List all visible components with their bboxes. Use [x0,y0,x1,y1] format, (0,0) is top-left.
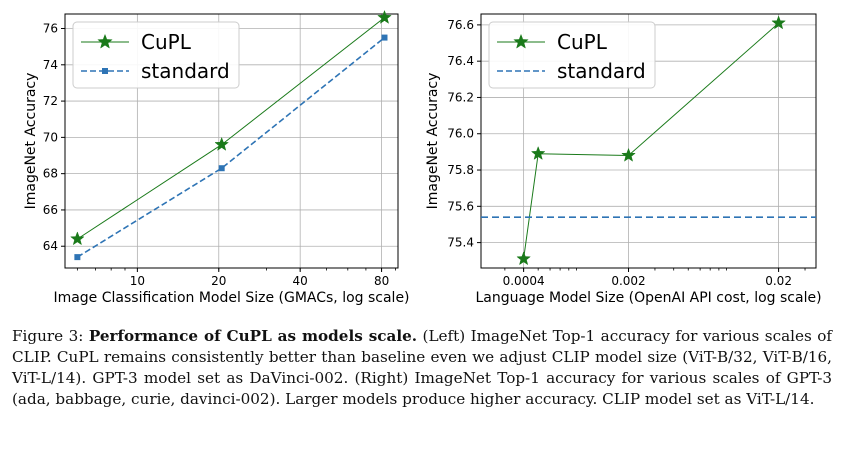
y-tick-label: 76.0 [447,127,474,141]
x-tick-label: 80 [374,274,389,288]
legend-box [488,21,656,89]
y-tick-label: 74 [43,58,58,72]
y-tick-label: 76.4 [447,54,474,68]
data-point-CuPL [377,9,392,24]
data-point-standard [381,34,388,41]
legend: CuPL standard [488,21,656,89]
x-axis-label: Image Classification Model Size (GMACs, … [53,290,409,306]
left-chart: 10 20 40 80 64 66 68 70 72 74 76 Image Classificati… [23,9,410,306]
y-axis-label: ImageNet Accuracy [425,73,441,210]
data-point-CuPL [771,15,786,30]
data-point-standard [74,254,81,261]
x-tick-label: 40 [293,274,308,288]
figure-caption: Figure 3: Performance of CuPL as models … [12,326,832,410]
y-tick-label: 75.4 [447,236,474,250]
y-tick-label: 64 [43,239,58,253]
caption-prefix: Figure 3: [12,327,89,345]
x-tick-label: 20 [211,274,226,288]
x-axis-label: Language Model Size (OpenAI API cost, lo… [475,290,821,306]
data-point-CuPL [214,136,230,151]
y-tick-label: 76.6 [447,18,474,32]
y-tick-label: 70 [43,130,58,144]
plot-frame [64,13,399,269]
x-tick-label: 10 [130,274,145,288]
legend-label-standard: standard [557,59,646,83]
caption-body: (Left) ImageNet Top-1 accuracy for vario… [12,327,832,408]
series-line-standard [76,36,386,258]
legend-label-CuPL: CuPL [557,30,608,54]
right-chart: 0.0004 0.002 0.02 75.4 75.6 75.8 76.0 76.2 76.4 7… [425,13,822,306]
y-tick-label: 68 [43,167,58,181]
data-point-CuPL [516,251,531,266]
figure-charts: 10 20 40 80 64 66 68 70 72 74 76 Image Classificati… [23,9,822,306]
series-line-CuPL [523,22,779,259]
legend-label-CuPL: CuPL [141,30,192,54]
y-tick-label: 76.2 [447,90,474,104]
data-point-CuPL [70,231,85,246]
legend-marker-CuPL [97,33,113,49]
y-tick-label: 75.8 [447,163,474,177]
legend-marker-standard [102,68,108,74]
data-point-CuPL [530,145,546,160]
caption-bold: Performance of CuPL as models scale. [88,327,418,345]
x-tick-label: 0.0004 [503,274,545,288]
legend-box [72,21,240,89]
legend-label-standard: standard [141,59,230,83]
plot-frame [480,13,817,269]
y-tick-label: 75.6 [447,199,474,213]
data-point-CuPL [621,147,636,162]
y-tick-label: 76 [43,22,58,36]
legend-marker-CuPL [513,33,529,49]
data-point-standard [218,165,225,172]
x-tick-label: 0.02 [765,274,792,288]
y-tick-label: 72 [43,94,58,108]
legend: CuPL standard [72,21,240,89]
y-tick-label: 66 [43,203,58,217]
x-tick-label: 0.002 [611,274,645,288]
y-axis-label: ImageNet Accuracy [23,73,39,210]
